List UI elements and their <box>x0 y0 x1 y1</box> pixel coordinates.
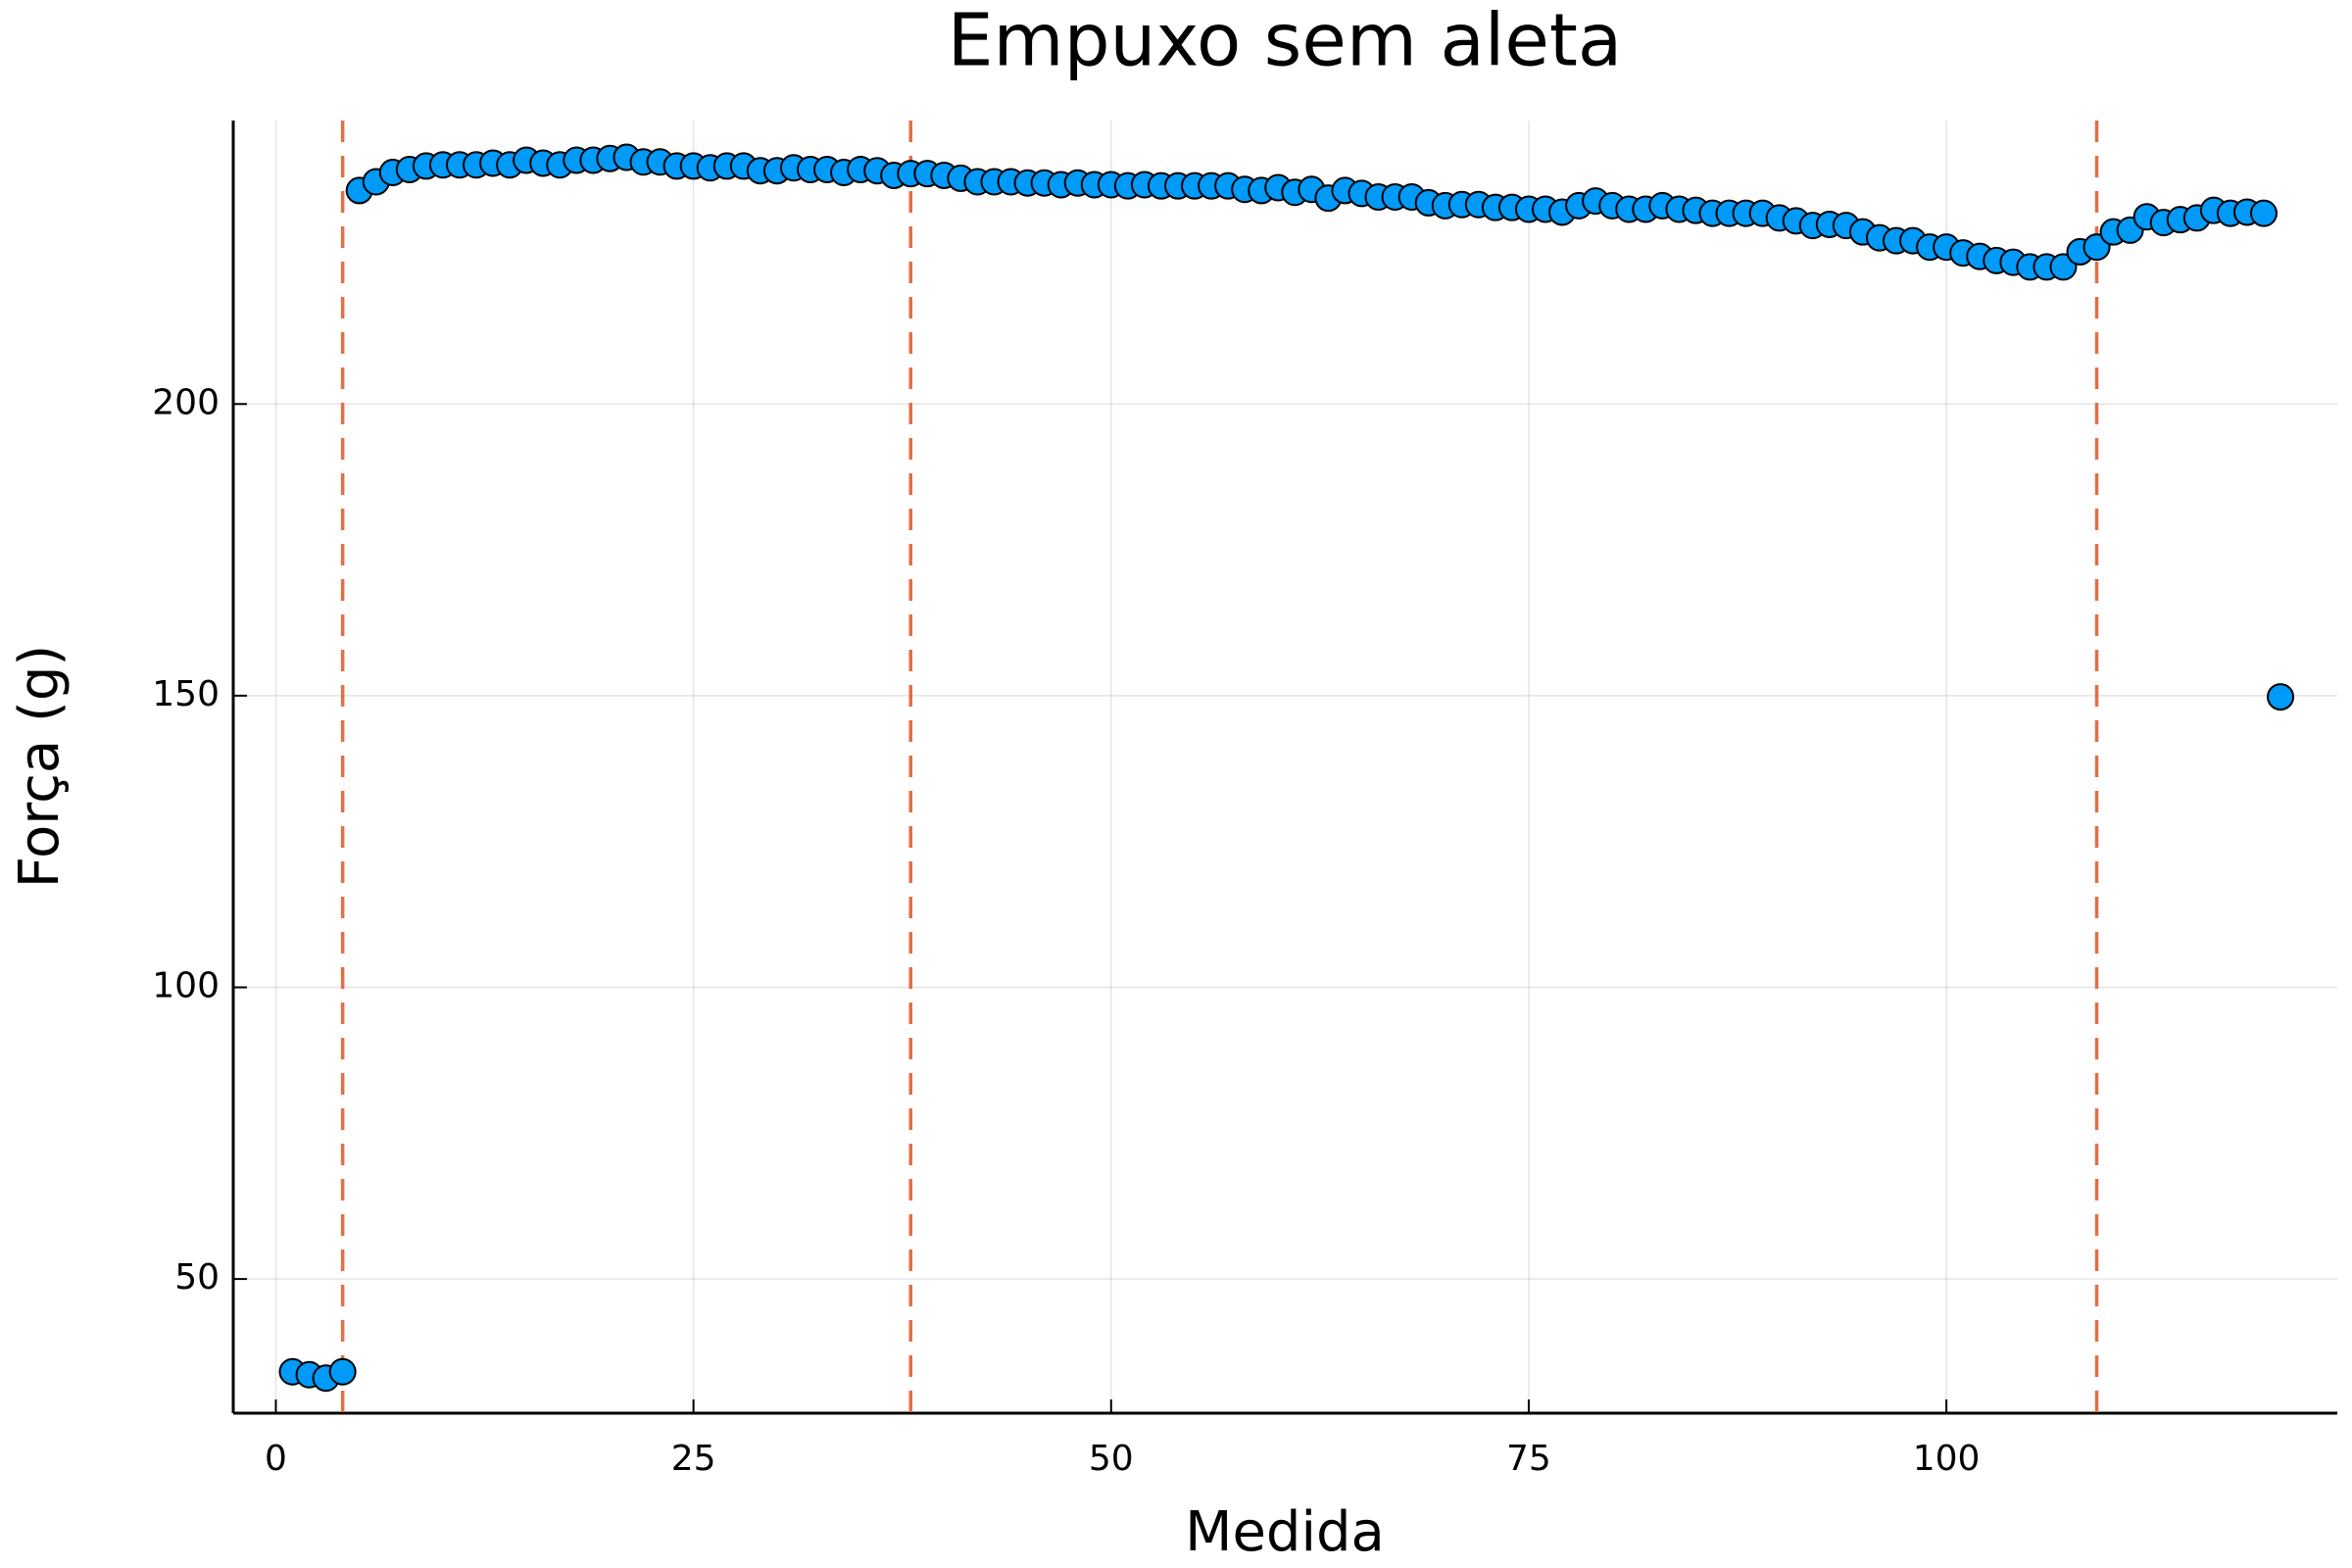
chart-title: Empuxo sem aleta <box>948 0 1623 83</box>
x-tick-label: 100 <box>1913 1439 1981 1479</box>
y-tick-label: 100 <box>152 965 220 1005</box>
x-axis-title: Medida <box>1185 1500 1385 1564</box>
y-tick-label: 150 <box>152 674 220 714</box>
data-point <box>2267 683 2295 711</box>
x-tick-label: 75 <box>1506 1439 1551 1479</box>
y-tick-label: 200 <box>152 382 220 422</box>
x-tick-label: 25 <box>671 1439 716 1479</box>
data-point <box>2249 199 2278 227</box>
x-tick-label: 0 <box>265 1439 287 1479</box>
y-axis-title: Força (g) <box>8 645 72 888</box>
x-tick-label: 50 <box>1089 1439 1134 1479</box>
y-tick-label: 50 <box>174 1257 220 1298</box>
data-point <box>328 1357 357 1386</box>
